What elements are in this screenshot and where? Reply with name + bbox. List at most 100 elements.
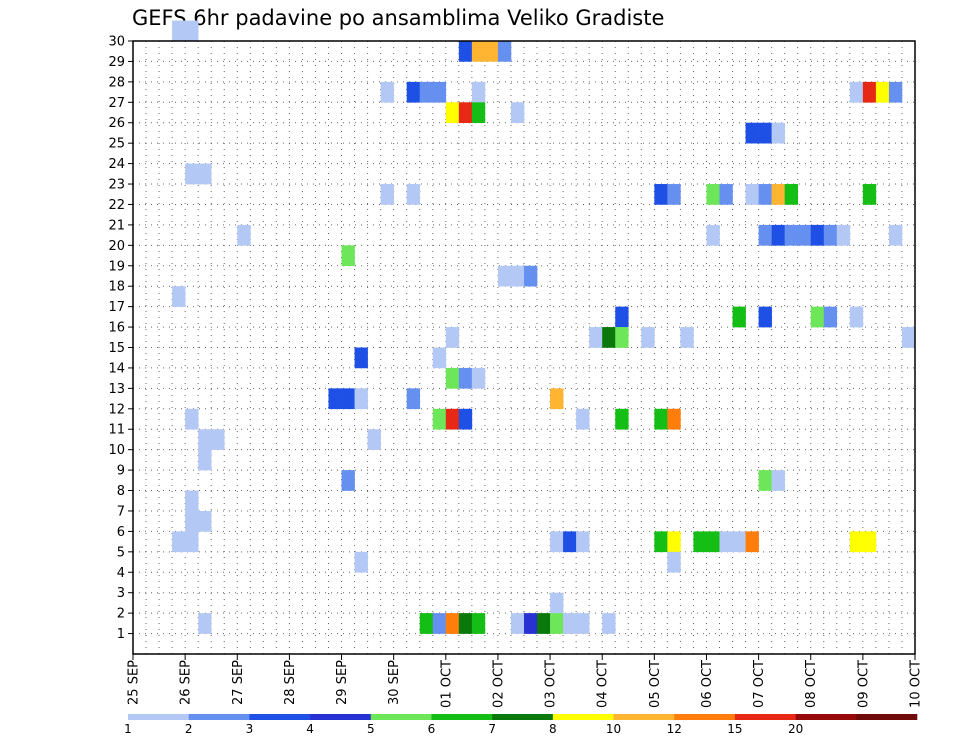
precip-cell (888, 224, 903, 246)
y-tick-label: 15 (108, 341, 125, 356)
precip-cell (771, 224, 785, 246)
legend-swatch (734, 714, 796, 720)
y-tick-label: 9 (117, 464, 125, 479)
precip-cell (445, 102, 460, 124)
precip-cell (823, 306, 838, 328)
x-tick-label: 29 SEP (335, 660, 350, 705)
precip-cell (406, 184, 421, 205)
precip-cell (172, 286, 186, 307)
legend-threshold-label: 10 (606, 722, 621, 736)
precip-cell (484, 41, 499, 62)
y-tick-label: 26 (108, 116, 125, 131)
y-tick-label: 7 (117, 504, 125, 519)
precip-cell (771, 122, 785, 144)
precip-cell (745, 184, 759, 205)
precip-cell (419, 81, 434, 103)
y-tick-label: 1 (117, 627, 125, 642)
precip-cell (706, 224, 720, 246)
precip-cell (615, 327, 629, 348)
legend-swatch (492, 714, 554, 720)
precip-cell (471, 613, 486, 634)
x-tick-label: 06 OCT (700, 660, 715, 708)
precip-cell (497, 265, 512, 287)
x-tick-label: 07 OCT (752, 660, 767, 708)
legend-threshold-label: 5 (367, 722, 375, 736)
precip-cell (445, 613, 460, 634)
precip-cell (901, 327, 916, 348)
y-tick-label: 13 (108, 382, 125, 397)
precip-cell (706, 531, 720, 553)
precip-cell (602, 613, 616, 634)
precip-cell (172, 20, 186, 42)
precip-cell (810, 224, 825, 246)
precip-cell (471, 41, 486, 62)
precip-cell (380, 81, 394, 103)
legend-threshold-label: 20 (788, 722, 803, 736)
x-tick-label: 10 OCT (909, 660, 924, 708)
y-tick-label: 22 (108, 198, 125, 213)
y-tick-label: 11 (108, 423, 125, 438)
precip-cell (432, 347, 447, 369)
precip-cell (602, 327, 616, 348)
chart-title: GEFS 6hr padavine po ansamblima Veliko G… (132, 6, 664, 30)
precip-cell (875, 81, 890, 103)
precip-cell (458, 613, 473, 634)
precip-cell (172, 531, 186, 553)
x-tick-label: 25 SEP (127, 660, 142, 705)
precip-cell (745, 122, 759, 144)
precip-cell (198, 449, 212, 471)
precip-cell (576, 613, 590, 634)
color-legend: 1 2 3 4 5 6 7 8 10 12 15 20 (124, 714, 918, 736)
precip-cell (445, 327, 460, 348)
legend-threshold-label: 15 (727, 722, 742, 736)
precip-cell (354, 551, 368, 573)
x-axis-ticks: 25 SEP 26 SEP 27 SEP 28 SEP 29 SEP 30 SEP 01 O… (127, 654, 924, 708)
y-tick-label: 20 (108, 239, 125, 254)
y-tick-label: 14 (108, 361, 125, 376)
precip-cell (654, 531, 668, 553)
x-tick-label: 08 OCT (804, 660, 819, 708)
y-tick-label: 2 (117, 607, 125, 622)
x-tick-label: 04 OCT (596, 660, 611, 708)
precip-cell (680, 327, 694, 348)
precip-cell (185, 163, 199, 185)
precip-cell (550, 388, 564, 410)
y-tick-label: 17 (108, 300, 125, 315)
legend-swatch (310, 714, 372, 720)
precip-cell (810, 306, 825, 328)
precip-cell (758, 184, 772, 205)
y-tick-label: 23 (108, 178, 125, 193)
legend-threshold-label: 6 (428, 722, 436, 736)
precip-cell (732, 306, 746, 328)
precip-cell (758, 224, 772, 246)
precip-cell (849, 306, 864, 328)
precip-cell (185, 408, 199, 430)
x-tick-label: 03 OCT (544, 660, 559, 708)
legend-threshold-label: 3 (246, 722, 254, 736)
precip-cell (406, 388, 421, 410)
precip-cell (693, 531, 707, 553)
precip-cell (706, 184, 720, 205)
precip-cell (510, 265, 525, 287)
precip-cell (615, 306, 629, 328)
x-tick-label: 27 SEP (231, 660, 246, 705)
y-tick-label: 16 (108, 321, 125, 336)
x-tick-label: 05 OCT (648, 660, 663, 708)
precip-cell (771, 184, 785, 205)
precip-cell (198, 163, 212, 185)
y-tick-label: 24 (108, 157, 125, 172)
precip-cell (667, 551, 681, 573)
legend-threshold-label: 4 (306, 722, 314, 736)
precip-cell (576, 531, 590, 553)
precip-cell (641, 327, 655, 348)
legend-threshold-label: 2 (185, 722, 193, 736)
precip-cell (654, 408, 668, 430)
precip-cell (471, 367, 486, 389)
precip-cell (198, 429, 212, 450)
precip-cell (524, 613, 538, 634)
legend-swatch (856, 714, 918, 720)
precip-cell (719, 184, 733, 205)
precip-cell (537, 613, 551, 634)
precip-cell (849, 81, 864, 103)
